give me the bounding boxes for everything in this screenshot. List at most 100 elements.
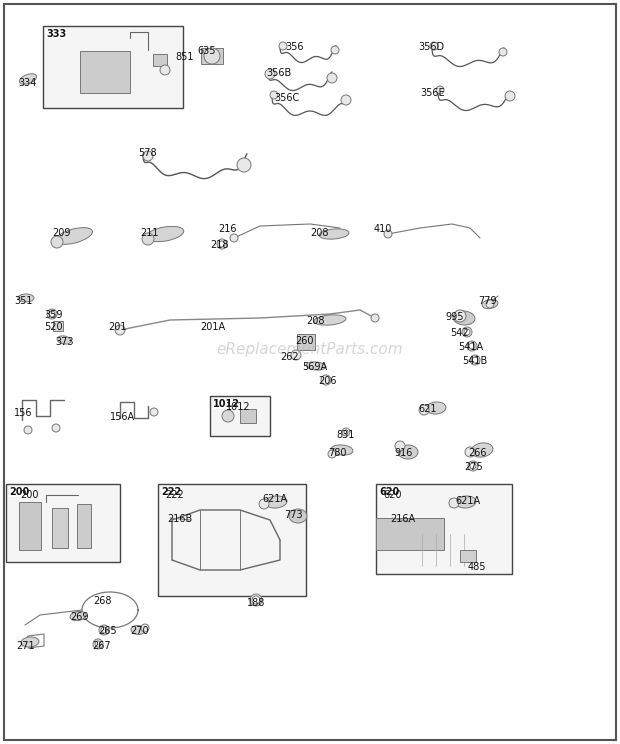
Text: 621A: 621A [262,494,287,504]
Circle shape [222,410,234,422]
Bar [6,484,120,562]
Bar [77,504,91,548]
Circle shape [468,461,478,471]
Circle shape [93,639,103,649]
Circle shape [454,310,466,322]
Ellipse shape [21,637,39,647]
Circle shape [95,641,101,647]
Text: 851: 851 [175,52,193,62]
Text: 222: 222 [165,490,184,500]
Bar [297,334,315,350]
Circle shape [470,355,480,365]
Text: 201: 201 [108,322,126,332]
Circle shape [371,314,379,322]
Circle shape [259,499,269,509]
Circle shape [344,430,348,434]
Text: 200: 200 [20,490,38,500]
Circle shape [279,42,287,50]
Text: 216: 216 [218,224,236,234]
Ellipse shape [314,315,346,325]
Circle shape [341,95,351,105]
Ellipse shape [456,496,476,508]
Bar [201,48,223,64]
Circle shape [141,624,149,632]
Ellipse shape [306,362,326,370]
Text: 188: 188 [247,598,265,608]
Text: 831: 831 [336,430,355,440]
Text: 621: 621 [418,404,436,414]
Text: 485: 485 [468,562,487,572]
Circle shape [270,91,278,99]
Text: 216B: 216B [167,514,192,524]
Text: 410: 410 [374,224,392,234]
Text: 356: 356 [285,42,304,52]
Ellipse shape [265,496,287,508]
Text: 1012: 1012 [213,399,240,409]
Circle shape [331,46,339,54]
Ellipse shape [18,294,34,302]
Text: eReplacementParts.com: eReplacementParts.com [216,342,404,357]
Circle shape [486,300,494,308]
Bar [52,508,68,548]
Text: 206: 206 [318,376,337,386]
Ellipse shape [426,402,446,414]
Bar [19,502,41,550]
Circle shape [150,408,158,416]
Ellipse shape [482,299,498,309]
Circle shape [327,73,337,83]
Text: 621A: 621A [455,496,480,506]
Text: 218: 218 [210,240,229,250]
Text: 268: 268 [93,596,112,606]
Text: 201A: 201A [200,322,225,332]
Text: 222: 222 [161,487,181,497]
Circle shape [384,230,392,238]
Circle shape [237,158,251,172]
Text: 334: 334 [18,78,37,88]
Text: 620: 620 [383,490,402,500]
Circle shape [464,329,470,335]
Circle shape [321,375,331,385]
Text: 620: 620 [379,487,399,497]
Text: 156: 156 [14,408,32,418]
Bar [210,396,270,436]
Circle shape [160,65,170,75]
Text: 200: 200 [9,487,29,497]
Circle shape [101,627,107,633]
Circle shape [499,48,507,56]
Text: 262: 262 [280,352,299,362]
Ellipse shape [319,229,349,239]
Text: 916: 916 [394,448,412,458]
Text: 269: 269 [70,612,89,622]
Circle shape [449,498,459,508]
Ellipse shape [398,445,418,459]
Text: 275: 275 [464,462,483,472]
Text: 995: 995 [445,312,464,322]
Circle shape [465,447,475,457]
Text: 541A: 541A [458,342,483,352]
Circle shape [265,69,275,79]
Text: 541B: 541B [462,356,487,366]
Ellipse shape [131,626,145,635]
Circle shape [419,405,429,415]
Circle shape [430,42,438,50]
Text: 156A: 156A [110,412,135,422]
Text: 211: 211 [140,228,159,238]
Text: 265: 265 [98,626,117,636]
Ellipse shape [57,336,71,344]
Circle shape [230,234,238,242]
Circle shape [467,341,477,351]
Text: 267: 267 [92,641,110,651]
Text: 569A: 569A [302,362,327,372]
Bar [53,321,63,331]
Circle shape [342,428,350,436]
Circle shape [142,233,154,245]
Text: 356C: 356C [274,93,299,103]
Circle shape [252,596,260,604]
Bar [43,26,183,108]
Circle shape [204,48,220,64]
Bar [153,54,167,66]
Bar [376,518,444,550]
Bar [240,409,256,423]
Text: 542: 542 [450,328,469,338]
Circle shape [469,343,475,349]
